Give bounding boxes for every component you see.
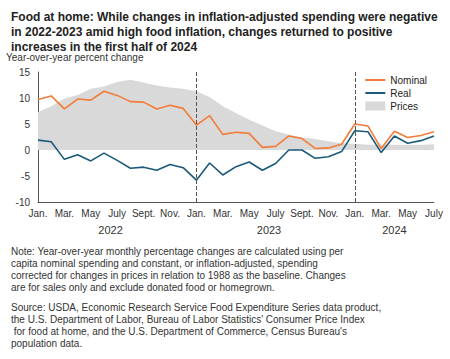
svg-text:Source: USDA, Economic Researc: Source: USDA, Economic Research Service … bbox=[11, 302, 384, 313]
svg-text:corrected for changes in price: corrected for changes in prices in relat… bbox=[11, 270, 348, 281]
svg-text:are for sales only and exclude: are for sales only and exclude donated f… bbox=[11, 282, 275, 293]
svg-text:Jan.: Jan. bbox=[345, 208, 364, 219]
svg-text:Mar.: Mar. bbox=[213, 208, 232, 219]
svg-text:for food at home, and the U.S.: for food at home, and the U.S. Departmen… bbox=[11, 326, 350, 337]
svg-text:0: 0 bbox=[24, 145, 30, 156]
svg-text:Jan.: Jan. bbox=[187, 208, 206, 219]
svg-text:capita nominal spending and co: capita nominal spending and constant, or… bbox=[11, 258, 321, 269]
svg-text:2022: 2022 bbox=[98, 224, 122, 236]
svg-text:May: May bbox=[81, 208, 100, 219]
svg-text:population data.: population data. bbox=[11, 338, 82, 349]
svg-text:July: July bbox=[108, 208, 126, 219]
svg-text:July: July bbox=[425, 208, 443, 219]
svg-text:5: 5 bbox=[24, 119, 30, 130]
svg-text:10: 10 bbox=[19, 93, 31, 104]
svg-text:Nov.: Nov. bbox=[318, 208, 338, 219]
svg-text:Year-over-year percent change: Year-over-year percent change bbox=[6, 51, 144, 63]
svg-text:Mar.: Mar. bbox=[371, 208, 390, 219]
svg-text:-5: -5 bbox=[21, 171, 30, 182]
svg-text:Sept.: Sept. bbox=[132, 208, 155, 219]
svg-text:2023: 2023 bbox=[257, 224, 281, 236]
svg-text:July: July bbox=[267, 208, 285, 219]
svg-text:increases in the first half of: increases in the first half of 2024 bbox=[11, 40, 197, 54]
svg-text:the U.S. Department of Labor,: the U.S. Department of Labor, Bureau of … bbox=[11, 314, 365, 325]
svg-text:15: 15 bbox=[19, 67, 31, 78]
svg-text:Sept.: Sept. bbox=[290, 208, 313, 219]
svg-text:Real: Real bbox=[390, 88, 411, 99]
svg-text:Nov.: Nov. bbox=[160, 208, 180, 219]
svg-text:Mar.: Mar. bbox=[55, 208, 74, 219]
svg-text:Jan.: Jan. bbox=[29, 208, 48, 219]
svg-text:-10: -10 bbox=[16, 197, 31, 208]
svg-text:May: May bbox=[398, 208, 417, 219]
svg-text:in 2022-2023 amid high food in: in 2022-2023 amid high food inflation, c… bbox=[11, 25, 396, 39]
svg-text:2024: 2024 bbox=[382, 224, 406, 236]
svg-text:Prices: Prices bbox=[390, 101, 418, 112]
svg-text:May: May bbox=[240, 208, 259, 219]
svg-text:Nominal: Nominal bbox=[390, 75, 427, 86]
svg-text:Note: Year-over-year monthly p: Note: Year-over-year monthly percentage … bbox=[11, 246, 346, 257]
svg-text:Food at home: While changes in: Food at home: While changes in inflation… bbox=[11, 10, 441, 24]
